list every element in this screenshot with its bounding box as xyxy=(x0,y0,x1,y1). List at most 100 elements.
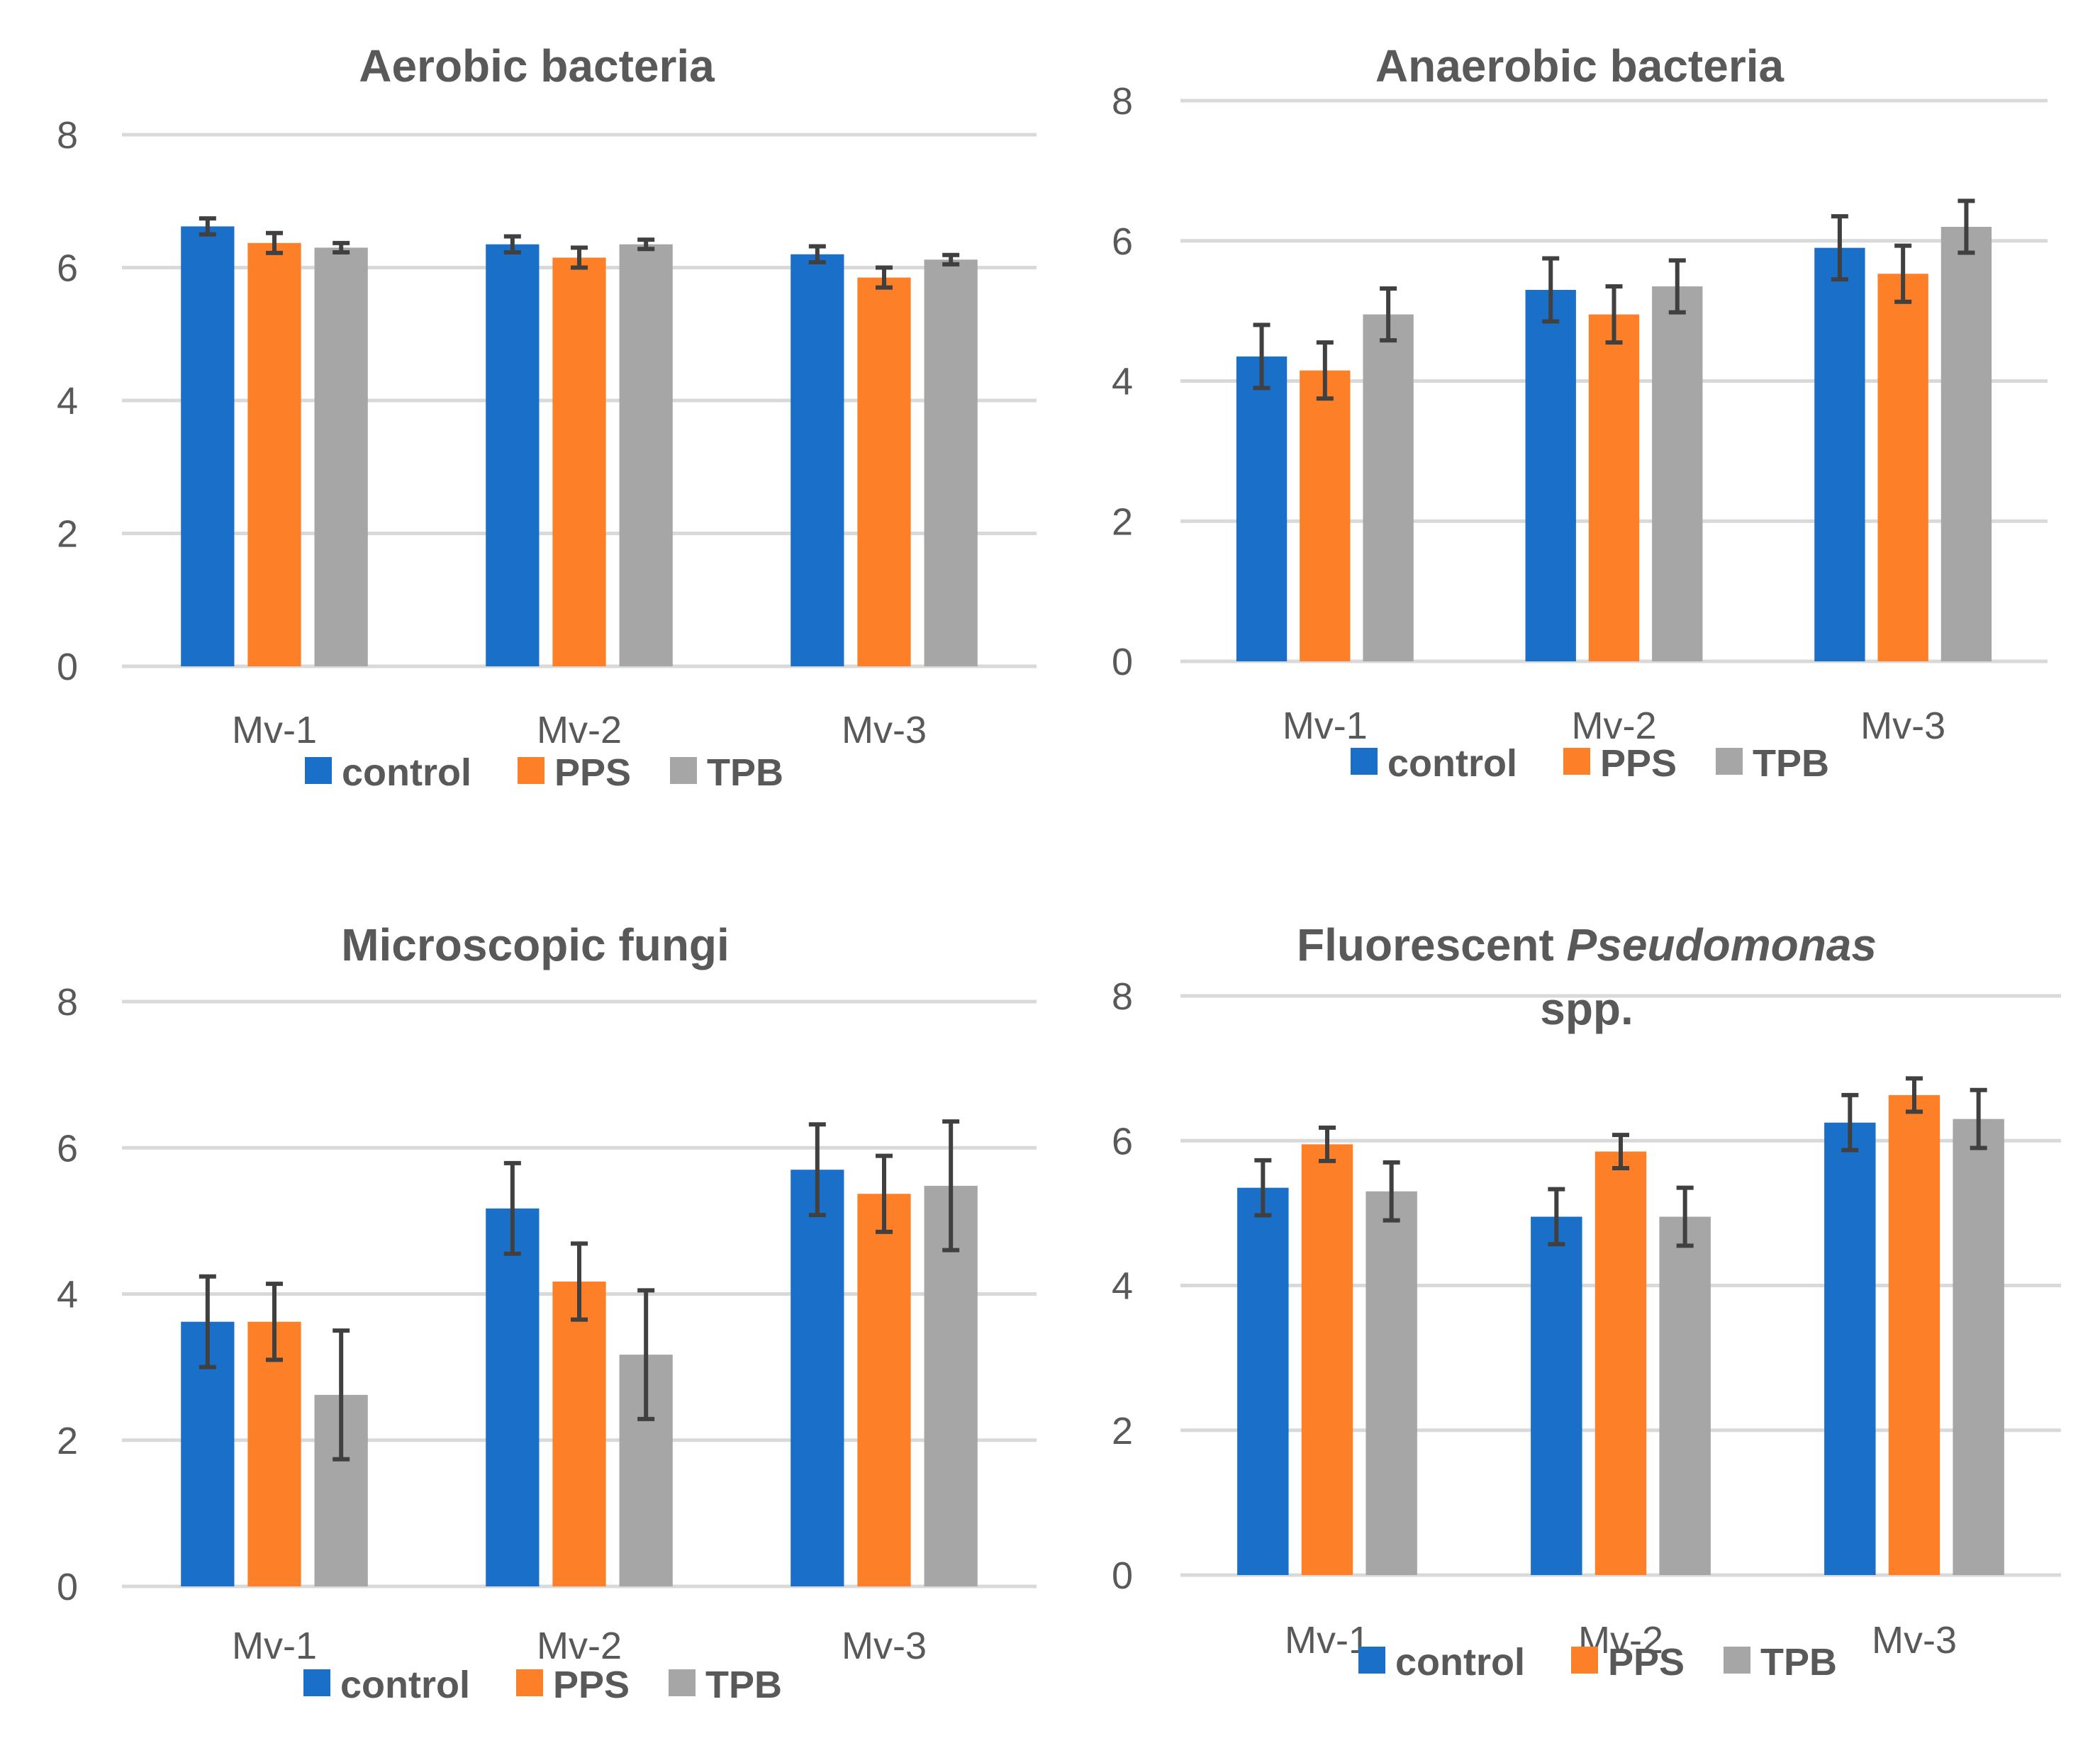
error-bar xyxy=(1380,286,1397,343)
bar-tpb xyxy=(924,1185,978,1586)
y-tick-label: 4 xyxy=(57,1274,78,1316)
bar-control xyxy=(181,226,235,666)
chart-title: Aerobic bacteria xyxy=(359,40,715,91)
error-bar xyxy=(1676,1185,1694,1248)
bar-control xyxy=(1824,1122,1876,1575)
y-tick-label: 2 xyxy=(1112,1410,1133,1452)
x-category-label: Mv-2 xyxy=(1572,705,1657,747)
y-tick-label: 8 xyxy=(57,981,78,1024)
bar-pps xyxy=(1588,314,1640,661)
error-bar xyxy=(808,1122,826,1218)
x-category-label: Mv-3 xyxy=(842,1625,927,1667)
legend-swatch-tpb xyxy=(669,1669,696,1696)
error-bar xyxy=(876,1153,893,1234)
bar-control xyxy=(1237,1187,1289,1575)
bar-tpb xyxy=(1659,1216,1711,1575)
error-bar xyxy=(1841,1092,1859,1153)
error-bar xyxy=(942,252,960,267)
bar-pps xyxy=(1877,274,1928,661)
chart-panel-2: Anaerobic bacteria 0 2 4 6 8 Mv-1 Mv-2 Mv-3 contr… xyxy=(1112,40,2048,785)
legend-label-tpb: TPB xyxy=(1753,742,1829,785)
error-bar xyxy=(637,237,655,252)
chart-title-part: spp. xyxy=(1540,983,1633,1034)
chart-title-part: Fluorescent xyxy=(1297,919,1567,970)
chart-title: Fluorescent Pseudomonas xyxy=(1297,919,1877,970)
error-bar xyxy=(942,1119,960,1253)
x-category-label: Mv-3 xyxy=(842,709,927,751)
error-bar xyxy=(571,245,588,270)
legend-swatch-control xyxy=(1351,748,1378,775)
bar-tpb xyxy=(619,244,673,666)
legend-label-pps: PPS xyxy=(554,751,631,794)
bar-control xyxy=(1236,356,1288,661)
y-tick-label: 8 xyxy=(1112,975,1133,1018)
legend-swatch-tpb xyxy=(1716,748,1743,775)
x-category-label: Mv-2 xyxy=(537,709,622,751)
chart-title-line2: spp. xyxy=(1540,983,1633,1034)
y-tick-label: 6 xyxy=(57,1127,78,1170)
bar-pps xyxy=(247,1321,301,1586)
bar-control xyxy=(791,254,844,666)
x-category-label: Mv-1 xyxy=(1285,1619,1370,1662)
error-bar xyxy=(333,240,350,254)
x-category-label: Mv-1 xyxy=(232,1625,317,1667)
legend-swatch-tpb xyxy=(670,757,697,784)
error-bar xyxy=(571,1241,588,1322)
error-bar xyxy=(266,230,283,255)
legend-label-control: control xyxy=(342,751,471,794)
error-bar xyxy=(1957,198,1975,255)
bar-tpb xyxy=(1953,1119,2004,1575)
bar-pps xyxy=(857,1194,911,1586)
bar-control xyxy=(1531,1216,1582,1575)
legend-swatch-pps xyxy=(1571,1647,1598,1674)
y-tick-label: 6 xyxy=(1112,220,1133,263)
error-bar xyxy=(1548,1187,1565,1247)
x-category-label: Mv-3 xyxy=(1860,705,1945,747)
chart-title: Anaerobic bacteria xyxy=(1375,40,1785,91)
error-bar xyxy=(199,216,216,237)
y-tick-label: 4 xyxy=(1112,1265,1133,1308)
error-bar xyxy=(1970,1087,1987,1150)
error-bar xyxy=(1383,1160,1400,1223)
bar-tpb xyxy=(1652,286,1703,661)
bar-pps xyxy=(1300,370,1351,661)
chart-title: Microscopic fungi xyxy=(341,919,730,970)
legend-swatch-pps xyxy=(1563,748,1590,775)
error-bar xyxy=(1894,243,1912,304)
bar-control xyxy=(791,1170,844,1586)
error-bar xyxy=(637,1288,655,1421)
legend-swatch-control xyxy=(303,1669,330,1696)
y-tick-label: 6 xyxy=(1112,1120,1133,1162)
y-tick-label: 0 xyxy=(57,1566,78,1608)
x-category-label: Mv-3 xyxy=(1872,1619,1957,1662)
legend-swatch-control xyxy=(1358,1647,1385,1674)
x-category-label: Mv-1 xyxy=(1283,705,1368,747)
y-tick-label: 8 xyxy=(1112,80,1133,123)
error-bar xyxy=(1319,1125,1336,1163)
bar-pps xyxy=(1301,1144,1353,1575)
bar-pps xyxy=(552,257,606,666)
legend-swatch-pps xyxy=(516,1669,543,1696)
error-bar xyxy=(503,1160,521,1256)
legend-label-control: control xyxy=(340,1664,470,1706)
error-bar xyxy=(876,265,893,290)
y-tick-label: 0 xyxy=(1112,1554,1133,1597)
error-bar xyxy=(1612,1133,1629,1171)
error-bar xyxy=(503,234,521,254)
bar-pps xyxy=(1594,1151,1647,1575)
error-bar xyxy=(1906,1076,1923,1114)
bar-tpb xyxy=(1365,1191,1417,1575)
y-tick-label: 2 xyxy=(57,513,78,556)
chart-title-part: Microscopic fungi xyxy=(341,919,730,970)
bar-control xyxy=(1814,247,1865,661)
y-tick-label: 2 xyxy=(57,1420,78,1462)
chart-title-part: Aerobic bacteria xyxy=(359,40,715,91)
bar-pps xyxy=(1888,1094,1940,1575)
error-bar xyxy=(1542,256,1560,324)
y-tick-label: 0 xyxy=(1112,641,1133,683)
y-tick-label: 2 xyxy=(1112,500,1133,543)
legend-label-pps: PPS xyxy=(553,1664,630,1706)
bar-pps xyxy=(247,242,301,666)
legend-swatch-pps xyxy=(518,757,544,784)
